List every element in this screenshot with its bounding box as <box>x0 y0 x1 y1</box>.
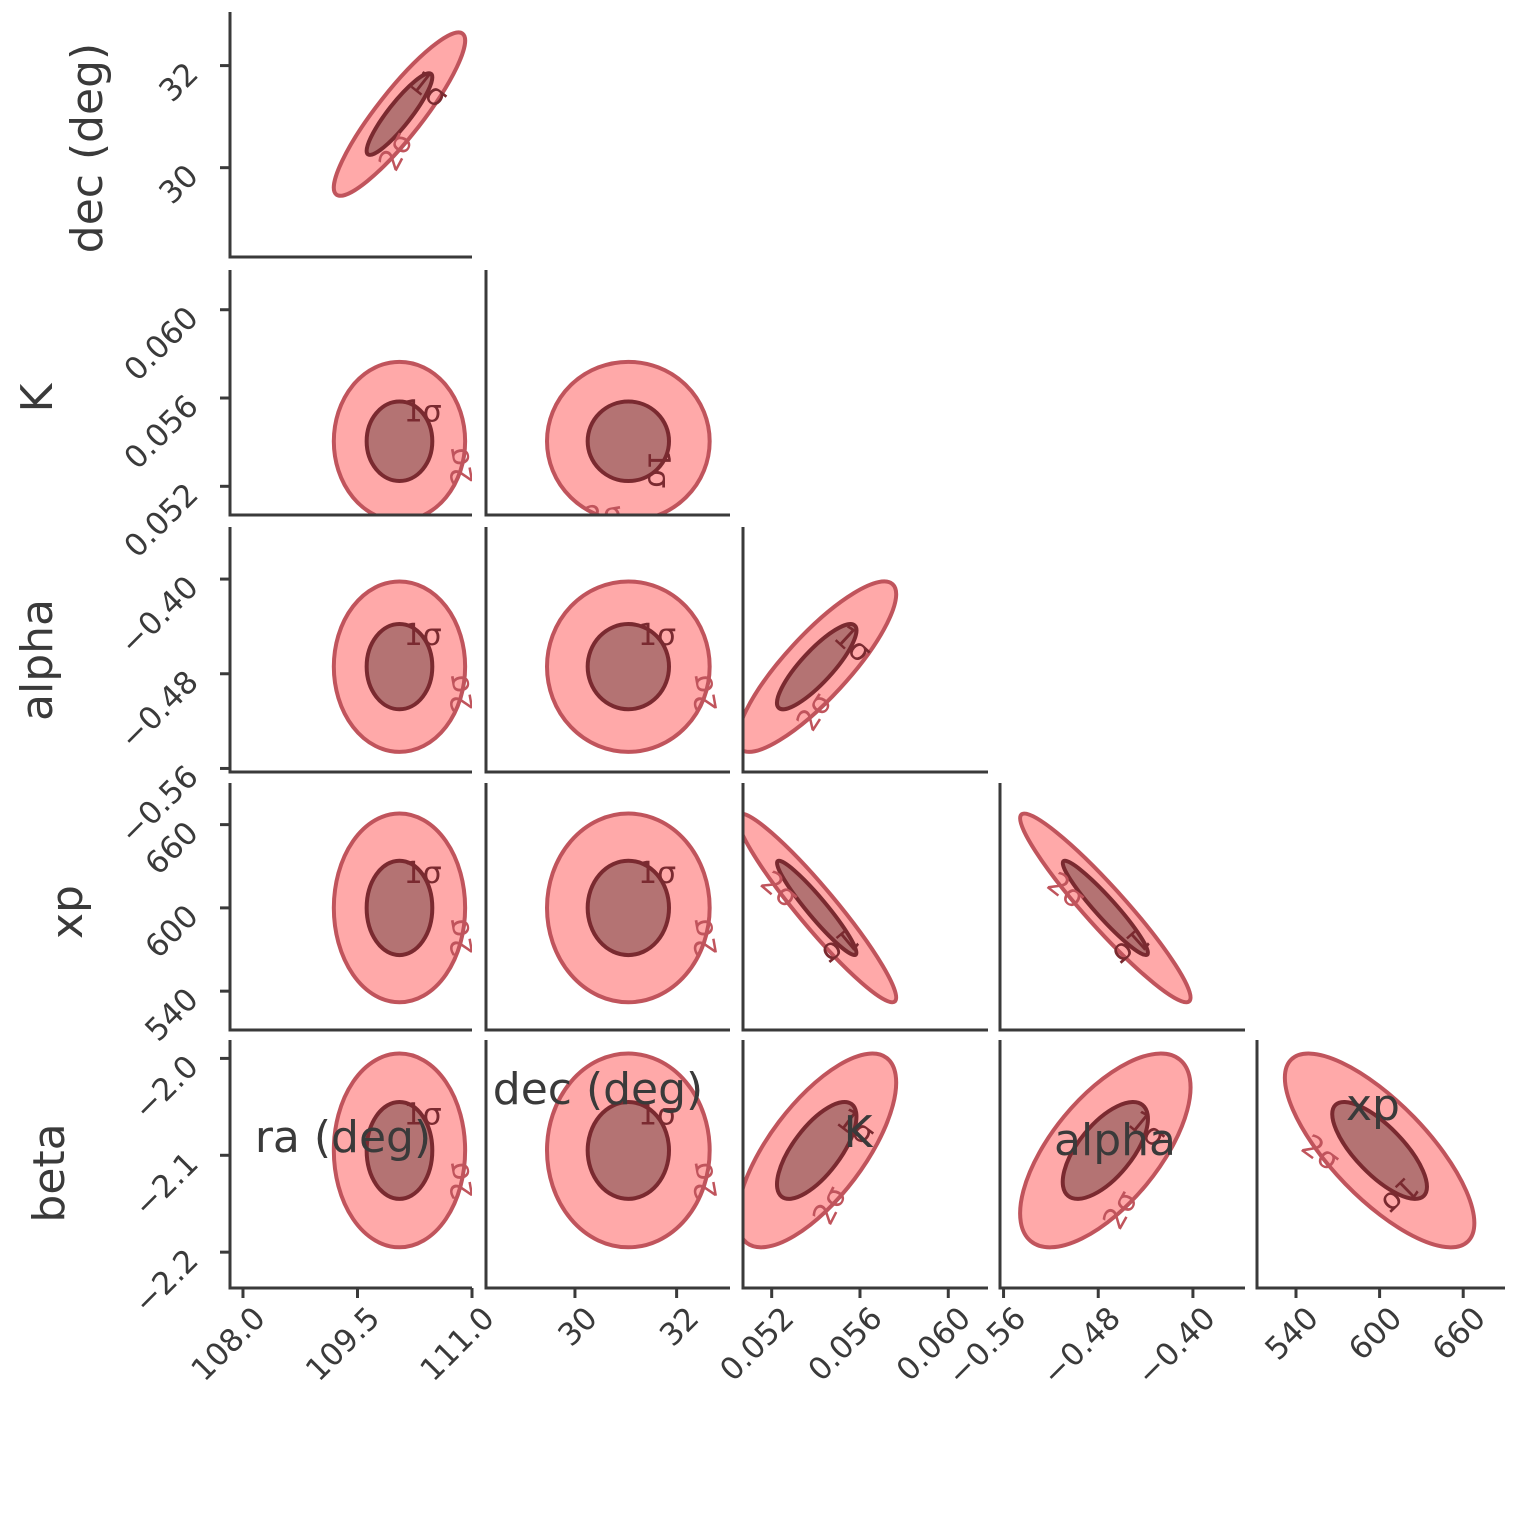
y-tick-label: −2.2 <box>127 1242 206 1321</box>
x-tick-label: 0.052 <box>713 1300 801 1388</box>
x-tick-label: 600 <box>1342 1300 1409 1367</box>
contour-1sigma <box>774 858 859 958</box>
contour-label: 1σ <box>638 856 676 891</box>
contour-1sigma <box>1060 858 1150 958</box>
x-axis-label: K <box>844 1107 874 1158</box>
contour-label: 2σ <box>684 915 725 959</box>
y-tick-label: 0.052 <box>117 477 205 565</box>
y-axis-label: beta <box>24 1123 75 1222</box>
contour-1sigma <box>364 622 435 712</box>
x-tick-label: 0.056 <box>801 1300 889 1388</box>
contour-1sigma <box>774 1100 859 1201</box>
y-tick-label: 30 <box>152 158 205 211</box>
contour-label: 2σ <box>581 495 625 536</box>
y-axis-label: alpha <box>12 599 63 721</box>
contour-label: 1σ <box>404 856 442 891</box>
contour-label: 2σ <box>440 671 481 715</box>
x-tick-label: 660 <box>1426 1300 1493 1367</box>
x-tick-label: 109.5 <box>299 1300 387 1388</box>
x-tick-label: 30 <box>551 1300 604 1353</box>
y-axis-label: dec (deg) <box>62 43 113 253</box>
panel: 1σ 2σ <box>484 270 730 536</box>
contour-label: 1σ <box>641 450 676 488</box>
contour-1sigma <box>364 1100 435 1201</box>
contour-label: 1σ <box>638 618 676 653</box>
contours: 1σ 2σ <box>545 359 712 536</box>
contour-1sigma <box>585 858 671 958</box>
x-tick-label: 111.0 <box>413 1300 501 1388</box>
contour-1sigma <box>364 71 435 157</box>
y-tick-label: 540 <box>138 981 205 1048</box>
x-tick-label: 540 <box>1258 1300 1325 1367</box>
x-axis-label: alpha <box>1054 1115 1176 1166</box>
x-axis-label: ra (deg) <box>255 1112 431 1163</box>
x-axis-label: xp <box>1346 1080 1400 1131</box>
contour-1sigma <box>585 399 671 484</box>
contour-1sigma <box>774 622 859 712</box>
contour-label: 1σ <box>404 395 442 430</box>
y-tick-label: −2.1 <box>127 1145 206 1224</box>
contour-label: 2σ <box>440 1159 481 1203</box>
y-tick-label: 32 <box>152 56 205 109</box>
y-tick-label: −0.40 <box>113 569 206 662</box>
contours: 1σ 2σ <box>331 579 481 754</box>
contour-1sigma <box>1060 1100 1150 1201</box>
contour-1sigma <box>364 399 435 484</box>
contour-label: 1σ <box>404 1098 442 1133</box>
contour-1sigma <box>1330 1099 1429 1201</box>
contour-label: 1σ <box>404 618 442 653</box>
contour-label: 1σ <box>638 1098 676 1133</box>
y-tick-label: −2.0 <box>127 1049 206 1128</box>
y-tick-label: −0.48 <box>113 664 206 757</box>
contour-1sigma <box>585 1100 672 1201</box>
contour-1sigma <box>585 622 671 712</box>
y-axis-label: K <box>12 382 63 412</box>
contours: 1σ 2σ <box>331 811 481 1005</box>
y-tick-label: 600 <box>138 898 205 965</box>
contour-label: 2σ <box>684 671 725 715</box>
y-tick-label: 0.060 <box>117 300 205 388</box>
y-axis-label: xp <box>42 885 93 939</box>
contour-label: 2σ <box>684 1159 725 1203</box>
x-tick-label: 32 <box>653 1300 706 1353</box>
contour-label: 2σ <box>440 915 481 959</box>
y-tick-label: 0.056 <box>117 388 205 476</box>
contour-label: 2σ <box>440 444 481 488</box>
contour-1sigma <box>364 858 435 958</box>
x-axis-label: dec (deg) <box>493 1064 703 1115</box>
x-tick-label: −0.40 <box>1130 1300 1223 1393</box>
x-tick-label: 108.0 <box>184 1300 272 1388</box>
contours: 1σ 2σ <box>331 1051 481 1250</box>
x-tick-label: −0.48 <box>1035 1300 1128 1393</box>
